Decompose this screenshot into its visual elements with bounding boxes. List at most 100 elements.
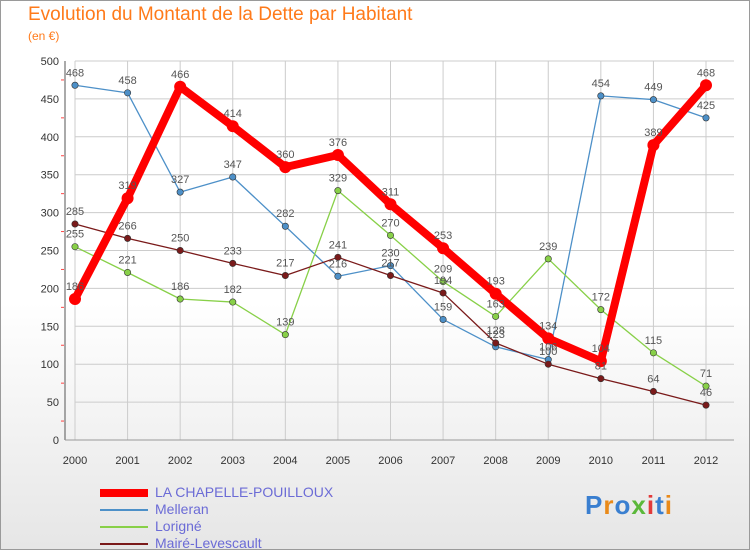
data-point <box>649 387 657 395</box>
data-label: 186 <box>66 281 84 293</box>
data-label: 230 <box>381 248 399 260</box>
y-tick-label: 300 <box>41 208 59 220</box>
grid-layer <box>74 60 734 441</box>
data-label: 217 <box>381 258 399 270</box>
data-label: 81 <box>595 361 607 373</box>
data-label: 414 <box>224 108 242 120</box>
data-label: 311 <box>382 186 400 198</box>
x-tick-label: 2002 <box>168 455 192 467</box>
data-point <box>229 298 237 306</box>
y-tick-label: 450 <box>41 94 59 106</box>
y-tick-label: 350 <box>41 170 59 182</box>
data-label: 360 <box>276 149 294 161</box>
data-point <box>279 161 292 174</box>
data-point <box>542 332 555 345</box>
x-tick-label: 2008 <box>483 455 507 467</box>
data-point <box>124 268 132 276</box>
data-label: 134 <box>539 320 557 332</box>
proxiti-logo: Proxiti <box>585 490 673 521</box>
data-label: 46 <box>700 387 712 399</box>
data-label: 266 <box>118 220 136 232</box>
data-label: 239 <box>539 241 557 253</box>
label-layer: 468 458 327 347 282 216 230 159 123 106 454 449 425 2… <box>66 67 715 399</box>
data-point <box>489 287 502 300</box>
data-point <box>176 295 184 303</box>
data-label: 194 <box>434 275 452 287</box>
data-label: 186 <box>171 281 189 293</box>
data-point <box>229 259 237 267</box>
legend-label: LA CHAPELLE-POUILLOUX <box>155 484 334 500</box>
line-chart: 0 50 100 150 200 250 300 350 400 450 500 2000 2001 20… <box>41 56 734 467</box>
data-label: 285 <box>66 206 84 218</box>
data-label: 241 <box>329 239 347 251</box>
data-label: 449 <box>644 82 662 94</box>
data-label: 327 <box>171 174 189 186</box>
chart-unit: (en €) <box>28 29 60 43</box>
data-label: 172 <box>592 292 610 304</box>
data-point <box>334 272 342 280</box>
data-point <box>386 231 394 239</box>
data-point <box>334 187 342 195</box>
data-label: 319 <box>118 180 136 192</box>
data-point <box>702 401 710 409</box>
legend-label: Melleran <box>155 501 209 517</box>
data-point <box>597 375 605 383</box>
data-point <box>281 222 289 230</box>
data-point <box>544 255 552 263</box>
x-tick-label: 2010 <box>589 455 613 467</box>
data-point <box>331 148 344 161</box>
data-point <box>281 331 289 339</box>
x-tick-label: 2006 <box>378 455 402 467</box>
data-point <box>700 79 712 92</box>
data-point <box>649 349 657 357</box>
data-point <box>176 247 184 255</box>
data-label: 454 <box>592 78 610 90</box>
data-label: 106 <box>539 342 557 354</box>
data-label: 468 <box>66 67 84 79</box>
x-tick-label: 2005 <box>326 455 350 467</box>
data-label: 270 <box>381 217 399 229</box>
data-point <box>124 234 132 242</box>
data-point <box>229 173 237 181</box>
chart-title: Evolution du Montant de la Dette par Hab… <box>28 4 413 25</box>
data-label: 163 <box>486 298 504 310</box>
data-point <box>492 312 500 320</box>
data-point <box>71 243 79 251</box>
legend-swatch <box>100 526 148 528</box>
x-tick-label: 2007 <box>431 455 455 467</box>
data-point <box>71 220 79 228</box>
data-label: 139 <box>276 317 294 329</box>
data-label: 159 <box>434 301 452 313</box>
data-label: 347 <box>224 159 242 171</box>
data-point <box>439 315 447 323</box>
logo-letter: t <box>655 490 665 520</box>
x-tick-label: 2004 <box>273 455 297 467</box>
data-point <box>439 289 447 297</box>
x-tick-label: 2000 <box>63 455 87 467</box>
data-point <box>544 360 552 368</box>
data-point <box>597 92 605 100</box>
data-label: 221 <box>118 254 136 266</box>
data-point <box>281 272 289 280</box>
data-label: 71 <box>700 368 712 380</box>
data-point <box>384 198 397 211</box>
logo-letter: x <box>631 490 647 520</box>
data-point <box>69 293 81 306</box>
data-point <box>386 262 394 270</box>
data-label: 250 <box>171 233 189 245</box>
data-point <box>437 242 450 255</box>
y-tick-label: 100 <box>41 359 59 371</box>
data-point <box>439 278 447 286</box>
legend-swatch <box>100 509 148 511</box>
data-label: 209 <box>434 264 452 276</box>
legend-label: Mairé-Levescault <box>155 535 262 551</box>
data-point <box>334 253 342 261</box>
data-label: 282 <box>276 208 294 220</box>
data-point <box>71 81 79 89</box>
y-tick-label: 0 <box>53 435 59 447</box>
data-label: 376 <box>329 137 347 149</box>
data-label: 255 <box>66 229 84 241</box>
y-tick-label: 500 <box>41 56 59 68</box>
x-tick-label: 2001 <box>115 455 139 467</box>
data-label: 217 <box>276 258 294 270</box>
